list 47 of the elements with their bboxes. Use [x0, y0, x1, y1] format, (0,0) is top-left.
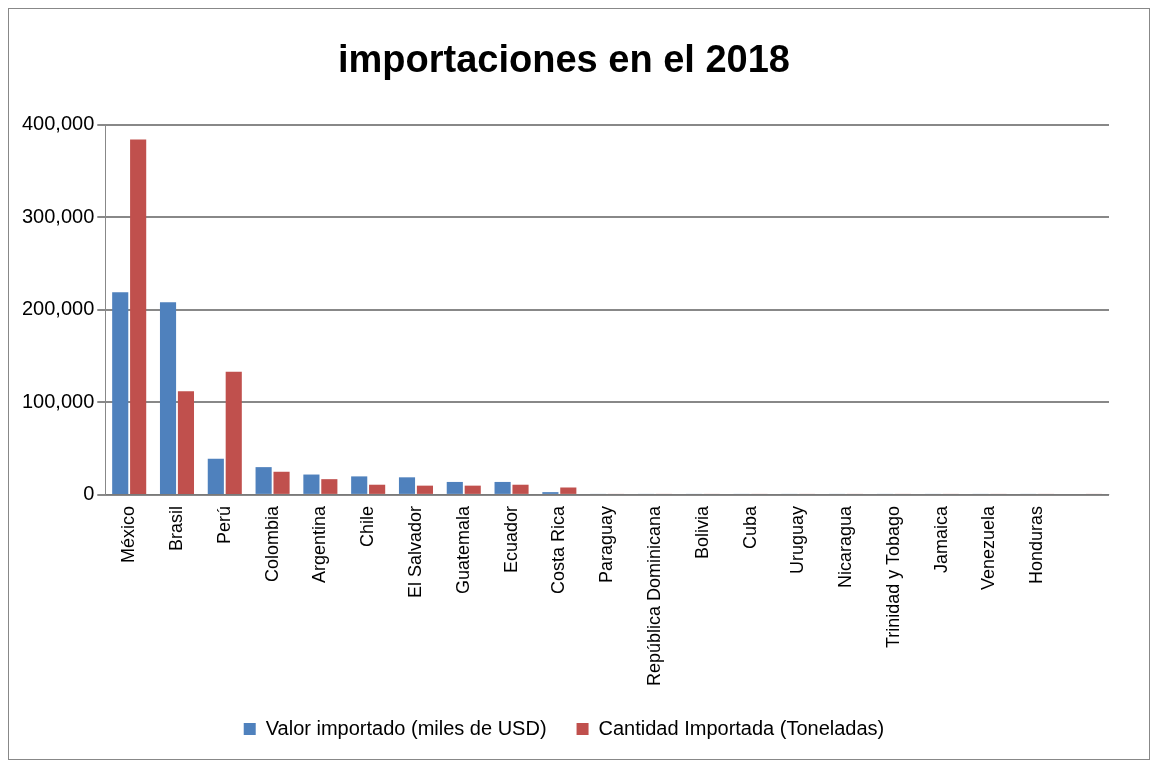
bar — [130, 139, 147, 494]
x-tick-label: Honduras — [1026, 505, 1047, 584]
bar — [159, 302, 177, 494]
x-tick-label: Uruguay — [787, 505, 808, 574]
chart-title: importaciones en el 2018 — [338, 38, 790, 81]
y-tick-label: 100,000 — [22, 389, 95, 412]
x-tick-label: Nicaragua — [835, 504, 856, 588]
bar — [416, 485, 433, 494]
bar — [369, 484, 386, 494]
y-tick-label: 200,000 — [22, 297, 95, 320]
y-tick-label: 400,000 — [22, 112, 95, 135]
bar — [207, 458, 224, 494]
x-tick-label: Cuba — [739, 504, 760, 549]
bar — [512, 484, 529, 494]
bar — [303, 474, 320, 494]
x-tick-label: Jamaica — [930, 504, 951, 573]
bar — [351, 476, 368, 494]
bar — [177, 391, 195, 494]
x-tick-label: Chile — [357, 505, 378, 547]
x-tick-label: Costa Rica — [548, 504, 569, 594]
y-tick-label: 300,000 — [22, 204, 95, 227]
x-tick-label: Argentina — [309, 504, 330, 583]
bar — [398, 477, 416, 494]
bar — [560, 487, 577, 494]
bar — [321, 479, 338, 494]
legend-label: Valor importado (miles de USD) — [265, 716, 547, 739]
bar — [446, 481, 463, 494]
x-tick-label: El Salvador — [404, 505, 425, 598]
bar — [255, 467, 272, 494]
bar — [225, 371, 242, 494]
x-tick-label: Paraguay — [596, 505, 617, 583]
x-tick-label: México — [118, 505, 139, 563]
y-tick-label: 0 — [83, 482, 95, 505]
bar — [464, 485, 481, 494]
x-tick-label: Trinidad y Tobago — [882, 505, 903, 648]
bar — [494, 481, 511, 494]
x-tick-label: Perú — [213, 505, 234, 544]
x-tick-label: Venezuela — [978, 504, 999, 590]
x-tick-label: Colombia — [261, 504, 282, 582]
x-tick-label: República Dominicana — [643, 504, 664, 687]
bar — [273, 471, 290, 494]
legend-label: Cantidad Importada (Toneladas) — [598, 716, 885, 739]
x-tick-label: Brasil — [165, 505, 186, 551]
x-tick-label: Ecuador — [500, 505, 521, 573]
bar — [112, 292, 129, 494]
x-tick-label: Guatemala — [452, 504, 473, 594]
x-tick-label: Bolivia — [691, 504, 712, 559]
